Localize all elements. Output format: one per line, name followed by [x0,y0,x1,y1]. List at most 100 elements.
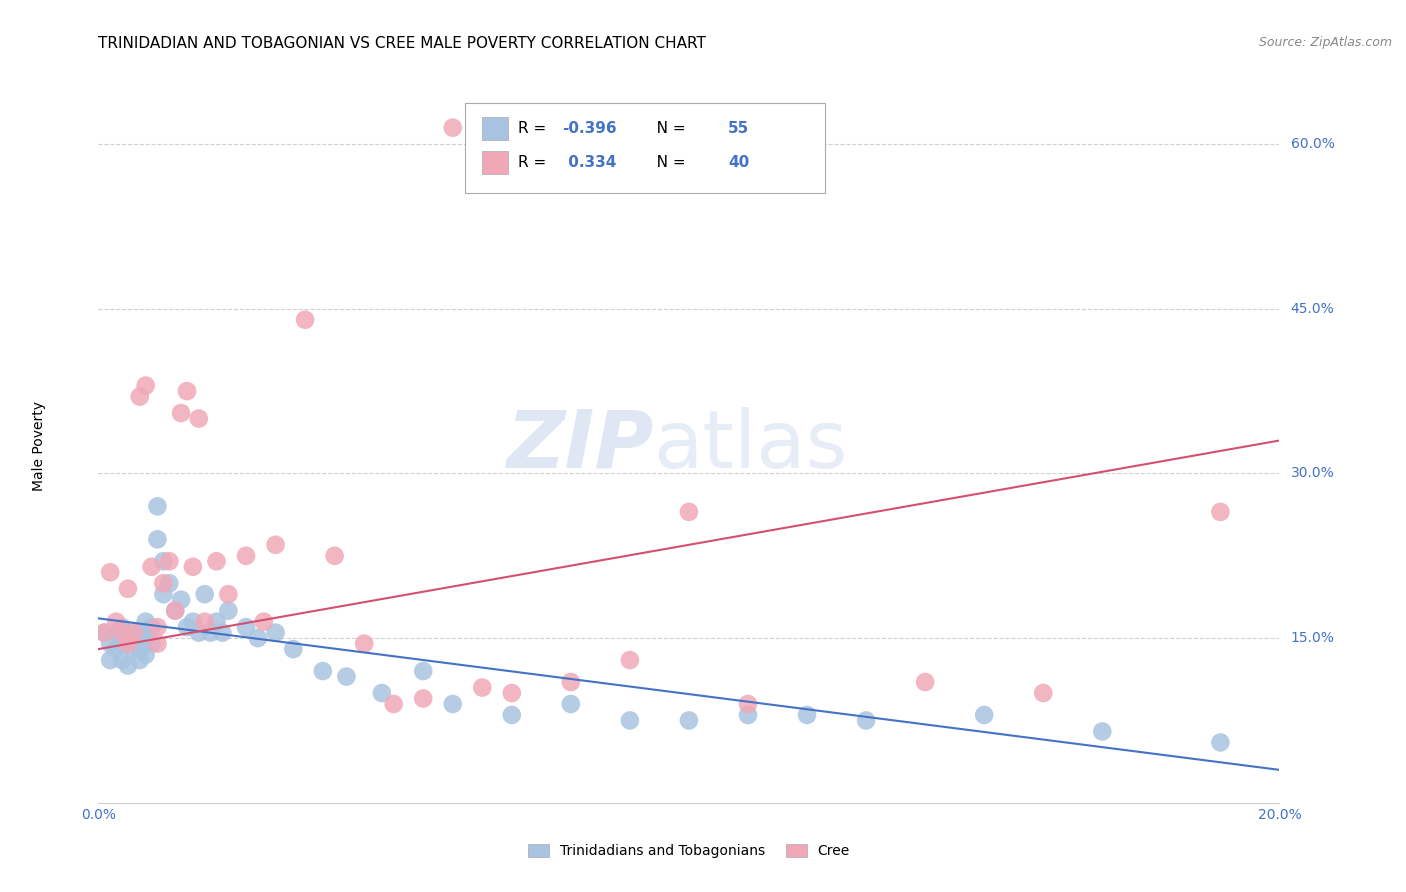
Point [165,604,187,618]
Text: ZIP: ZIP [506,407,654,485]
Legend: Trinidadians and Tobagonians, Cree: Trinidadians and Tobagonians, Cree [523,838,855,863]
Text: TRINIDADIAN AND TOBAGONIAN VS CREE MALE POVERTY CORRELATION CHART: TRINIDADIAN AND TOBAGONIAN VS CREE MALE … [98,36,706,51]
Point [157,554,180,568]
Point [560,675,582,690]
Point [98,637,121,651]
Text: 30.0%: 30.0% [1291,467,1334,481]
Point [200,625,222,640]
Point [117,658,139,673]
Bar [482,117,508,140]
Text: atlas: atlas [654,407,848,485]
Point [141,620,163,634]
Point [471,681,494,695]
Point [412,664,434,678]
Point [217,587,239,601]
Point [122,631,145,645]
Point [146,637,169,651]
Point [253,615,276,629]
Point [157,576,180,591]
Point [371,686,394,700]
Text: R =: R = [517,155,551,170]
Point [122,625,145,640]
Point [117,637,139,651]
Point [353,637,375,651]
Point [855,714,877,728]
Text: 45.0%: 45.0% [1291,301,1334,316]
Point [98,653,121,667]
Text: 15.0%: 15.0% [1291,632,1334,645]
Point [170,592,193,607]
Point [194,587,217,601]
Point [146,500,169,514]
Point [141,637,163,651]
Point [187,411,209,425]
Point [678,505,700,519]
Point [98,566,121,580]
Point [973,708,995,723]
Point [111,620,134,634]
Point [170,406,193,420]
Point [141,559,163,574]
Point [412,691,434,706]
Text: N =: N = [641,121,690,136]
Point [135,631,157,645]
Point [93,625,115,640]
Point [117,582,139,596]
Point [117,637,139,651]
Point [152,554,174,568]
Point [181,615,204,629]
Point [264,538,287,552]
Point [560,697,582,711]
Point [1209,505,1232,519]
Text: 40: 40 [728,155,749,170]
Point [105,615,128,629]
Point [382,697,405,711]
FancyBboxPatch shape [464,103,825,193]
Text: Male Poverty: Male Poverty [32,401,46,491]
Point [128,390,150,404]
Point [128,653,150,667]
Point [294,312,316,326]
Point [122,642,145,657]
Point [619,653,641,667]
Point [217,604,239,618]
Text: 60.0%: 60.0% [1291,137,1334,151]
Text: N =: N = [641,155,690,170]
Point [235,620,257,634]
Point [914,675,936,690]
Text: R =: R = [517,121,551,136]
Point [246,631,269,645]
Point [501,708,523,723]
Point [312,664,335,678]
Point [235,549,257,563]
Point [165,604,187,618]
Point [335,669,357,683]
Point [135,378,157,392]
Text: -0.396: -0.396 [562,121,617,136]
Point [283,642,305,657]
Point [181,559,204,574]
Point [678,714,700,728]
Point [1209,735,1232,749]
Point [441,120,464,135]
Point [128,625,150,640]
Text: 55: 55 [728,121,749,136]
Point [194,615,217,629]
Point [205,554,228,568]
Point [737,708,759,723]
Point [111,625,134,640]
Text: Source: ZipAtlas.com: Source: ZipAtlas.com [1258,36,1392,49]
Point [152,587,174,601]
Point [205,615,228,629]
Point [176,384,198,398]
Point [146,620,169,634]
Point [211,625,233,640]
Point [105,625,128,640]
Point [128,642,150,657]
Point [1032,686,1054,700]
Point [152,576,174,591]
Point [176,620,198,634]
Point [264,625,287,640]
Point [146,533,169,547]
Point [323,549,346,563]
